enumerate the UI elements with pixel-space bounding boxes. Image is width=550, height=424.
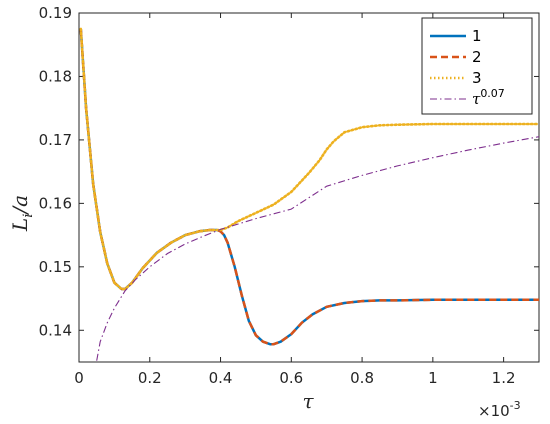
- plot-area: 0 0.2 0.4 0.6 0.8 1 1.2 0.14 0.15 0.16 0.17 0.18 0.1…: [39, 4, 540, 387]
- x-tick-label: 1.2: [492, 369, 516, 387]
- y-tick-label: 0.19: [39, 4, 72, 22]
- x-tick-label: 0.8: [350, 369, 374, 387]
- legend-label-exponent: 0.07: [480, 87, 505, 100]
- x-tick-label: 0: [74, 369, 84, 387]
- y-label-tail: /a: [8, 195, 32, 216]
- legend-label-3: 3: [472, 69, 482, 87]
- y-tick-label: 0.17: [39, 131, 72, 149]
- x-tick-label: 1: [428, 369, 438, 387]
- y-tick-label: 0.14: [39, 321, 72, 339]
- svg-text:Li/a: Li/a: [8, 195, 36, 232]
- legend-label-1: 1: [472, 27, 482, 45]
- y-tick-label: 0.18: [39, 67, 72, 85]
- y-axis-label: Li/a: [8, 195, 36, 232]
- legend-label-base: τ: [472, 90, 481, 108]
- axes-box: [78, 12, 540, 363]
- x-tick-label: 0.6: [279, 369, 303, 387]
- legend-label-4: τ0.07: [472, 87, 505, 108]
- series-group: [79, 27, 539, 361]
- legend-box: [421, 17, 533, 115]
- y-tick-label: 0.15: [39, 258, 72, 276]
- x-tick-label: 0.2: [138, 369, 162, 387]
- legend-label-2: 2: [472, 48, 482, 66]
- x-tick-label: 0.4: [209, 369, 233, 387]
- y-tick-label: 0.16: [39, 194, 72, 212]
- x-exponent-power: -3: [510, 399, 521, 412]
- x-axis-label: τ: [302, 389, 314, 413]
- y-label-sub: i: [21, 214, 36, 218]
- x-exponent-base: ×10: [478, 402, 510, 420]
- series-line-4: [96, 136, 539, 361]
- y-label-main: L: [8, 218, 32, 232]
- x-axis-exponent: ×10-3: [478, 399, 521, 420]
